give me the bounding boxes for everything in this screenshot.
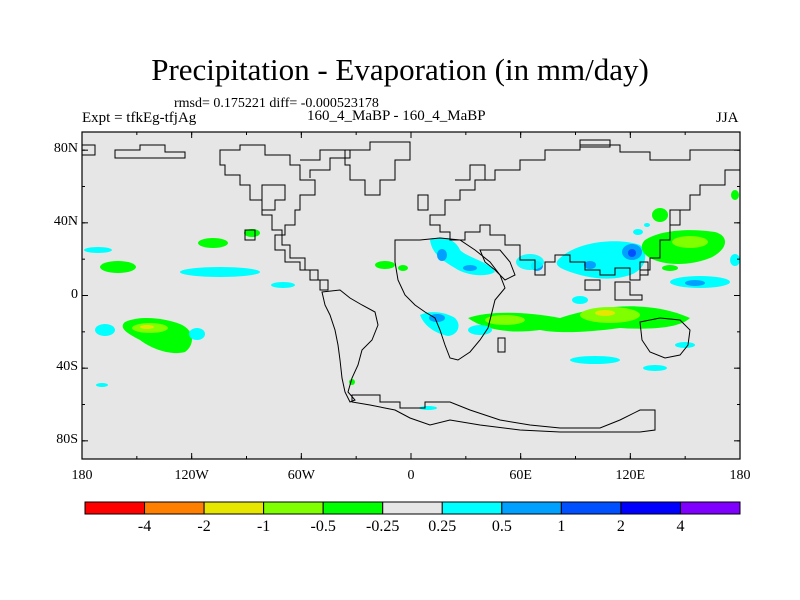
lat-tick-label: 40N [53,213,78,229]
anomaly-south-pacific-yellow [140,325,154,329]
colorbar-box [620,501,681,515]
colorbar-label: 0.25 [428,518,457,535]
coastline-baja [244,229,256,241]
colorbar-label: 2 [616,518,625,535]
colorbar-box [501,501,562,515]
coastline-uk [417,194,429,211]
anomaly-npacific-green [731,190,739,200]
coastline-south-america [321,289,379,403]
lon-tick-label: 180 [729,468,751,483]
anomaly-pacific-cyan-band [180,267,260,277]
coastline-arabia [479,249,516,281]
anomaly-se-atlantic-cyan [419,406,437,410]
anomaly-india-cyan [516,254,544,270]
coastline-alaska [82,144,96,156]
colorbar-label: 0.5 [491,518,512,535]
anomaly-wpacific-blue [685,280,705,286]
colorbar-label: -4 [137,518,152,535]
colorbar-label: -2 [197,518,211,535]
anomaly-africa-blue [437,249,447,261]
coastline-indonesia-1 [584,279,601,291]
anomaly-indian-yellow [595,310,615,316]
coastline-scandinavia [455,164,486,181]
colorbar-box [560,501,622,515]
anomaly-africa-blue-2 [463,265,477,271]
coastline-canada-east [300,149,351,178]
coastline-africa [394,237,506,361]
anomaly-layer [84,190,740,410]
lon-tick-label: 60W [287,468,315,483]
colorbar-box [382,501,443,515]
anomaly-asia-darkblue [628,249,636,257]
coastline-philippines [639,261,649,276]
rmsd-diff-stats: rmsd= 0.175221 diff= -0.000523178 [174,96,379,111]
lon-tick-label: 60E [509,468,532,483]
anomaly-sp-cyan-s [96,383,108,387]
colorbar-label: -0.5 [310,518,336,535]
colorbar-label: 1 [557,518,566,535]
coastline-greenland [344,141,411,196]
anomaly-nw-pacific-cyan [84,247,112,253]
anomaly-indian-cyan-1 [468,325,492,335]
anomaly-indian-cyan-5 [643,365,667,371]
anomaly-africa-cyan [430,237,495,276]
colorbar-box [679,501,741,515]
colorbar [84,501,741,515]
anomaly-nw-pacific-green [100,261,136,273]
anomaly-wpacific-green-2 [652,208,668,222]
anomaly-indian-cyan-2 [572,296,588,304]
coastline-australia [639,317,691,359]
colorbar-box [203,501,265,515]
lat-tick-label: 80S [56,431,78,447]
lon-tick-label: 180 [71,468,93,483]
anomaly-congo-blue [429,314,445,322]
coastline-indonesia-2 [614,281,643,301]
axis-ticks [81,132,741,459]
anomaly-asia-blue-2 [584,261,596,269]
coastline-eurasia [429,144,740,281]
season-label: JJA [716,110,739,126]
anomaly-wpacific-cyan-2 [730,254,740,266]
anomaly-indian-lime-1 [485,315,525,325]
colorbar-box [263,501,324,515]
lon-tick-label: 120E [615,468,646,483]
lat-tick-label: 80N [53,141,78,157]
coastline-madagascar [497,337,506,353]
lat-tick-label: 0 [71,286,78,302]
anomaly-mexico-green [198,238,228,248]
coastline-arctic-russia [579,139,611,148]
colorbar-label: -0.25 [366,518,400,535]
colorbar-label: -1 [256,518,271,535]
anomaly-cal-green [244,229,260,237]
colorbar-box [322,501,384,515]
page-title: Precipitation - Evaporation (in mm/day) [151,52,649,87]
anomaly-npacific-cyan [644,223,650,227]
anomaly-indian-cyan-4 [675,342,695,348]
lon-tick-label: 120W [174,468,209,483]
anomaly-wpacific-green-3 [662,265,678,271]
coastlines [82,139,740,433]
anomaly-pacific-cyan-e [271,282,295,288]
experiment-label: Expt = tfkEg-tfjAg [82,110,197,126]
colorbar-box [144,501,205,515]
anomaly-atlantic-green-2 [398,265,408,271]
lat-tick-label: 40S [56,359,78,375]
coastline-hudson [261,184,286,211]
anomaly-sp-cyan-e [189,328,205,340]
coastline-antarctica [351,394,656,433]
period-label: 160_4_MaBP - 160_4_MaBP [307,108,486,124]
colorbar-box [84,501,146,515]
anomaly-sp-cyan-w [95,324,115,336]
anomaly-wpacific-lime [672,236,708,248]
lon-tick-label: 0 [407,468,415,483]
coastline-japan [669,209,681,226]
anomaly-east-asia-cyan [633,229,643,235]
anomaly-atlantic-green [375,261,395,269]
colorbar-box [441,501,503,515]
coastline-arctic-islands [114,144,186,159]
colorbar-label: 4 [676,518,685,535]
anomaly-indian-cyan-3 [570,356,620,364]
